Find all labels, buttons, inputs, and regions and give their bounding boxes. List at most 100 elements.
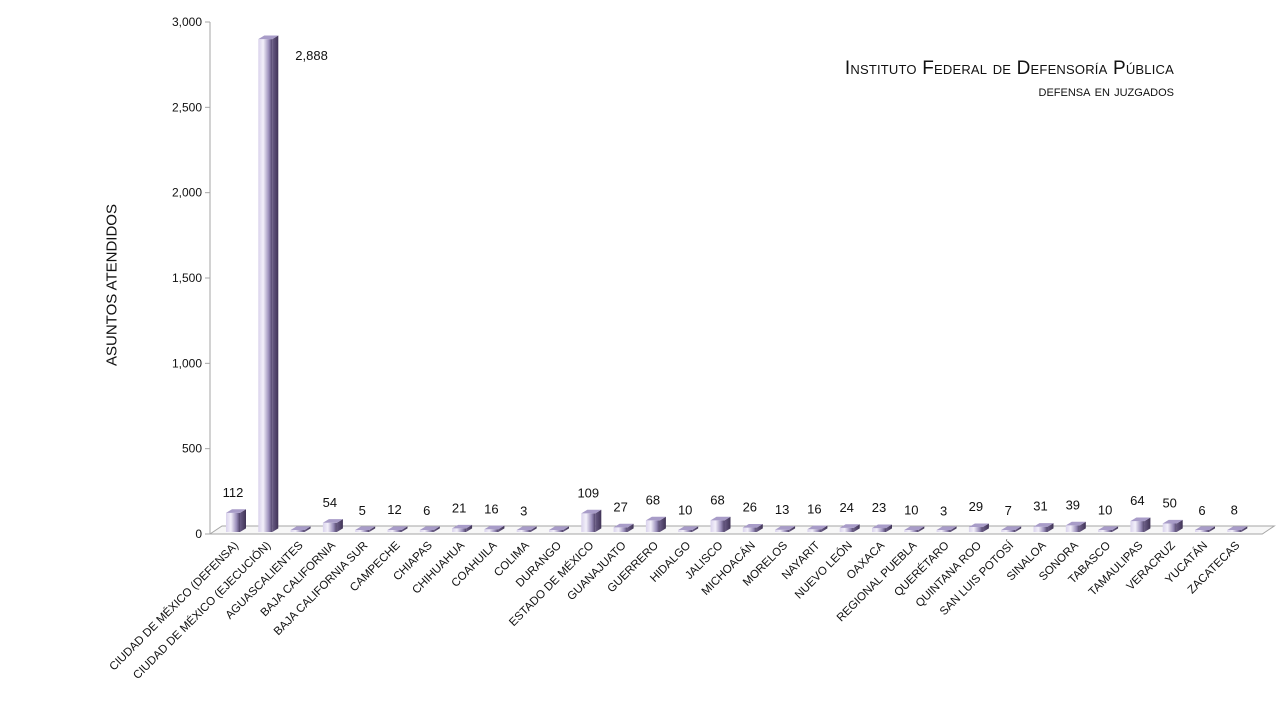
bars-group — [226, 35, 1248, 533]
bar-front — [645, 520, 660, 532]
bar-top — [419, 526, 440, 530]
y-tick-label: 2,000 — [172, 186, 202, 200]
bar-27 — [1098, 526, 1119, 532]
category-label: NUEVO LEÓN — [792, 539, 855, 602]
bar-top — [645, 516, 666, 521]
category-label: QUERÉTARO — [892, 539, 952, 599]
bar-17 — [775, 526, 796, 532]
data-label: 24 — [839, 500, 853, 515]
data-label: 27 — [613, 499, 627, 514]
y-tick-label: 0 — [195, 527, 202, 541]
bar-front — [775, 529, 790, 532]
bar-front — [1130, 521, 1145, 532]
bar-14 — [678, 526, 699, 532]
bar-front — [226, 512, 240, 532]
bar-side — [498, 525, 505, 532]
bar-3 — [322, 519, 343, 532]
axes-group: 0 500 1,000 1,500 2,000 2,500 3,000 — [172, 15, 1276, 541]
bar-top — [936, 526, 957, 530]
bar-side — [304, 526, 311, 532]
chart-title: Instituto Federal de Defensoría Pública — [845, 58, 1174, 80]
bar-top — [452, 524, 473, 529]
bar-5 — [387, 526, 408, 532]
bar-front — [1195, 530, 1209, 532]
bar-side — [563, 526, 569, 532]
bar-26 — [1065, 521, 1086, 532]
bar-23 — [968, 523, 989, 532]
bar-21 — [904, 526, 925, 532]
y-tick-label: 3,000 — [172, 15, 202, 29]
data-label: 23 — [872, 500, 886, 515]
bar-front — [968, 527, 983, 532]
bar-24 — [1001, 526, 1022, 532]
bar-front — [1001, 530, 1016, 532]
bar-front — [1033, 526, 1048, 532]
bar-side — [401, 526, 408, 532]
bar-top — [1162, 519, 1183, 524]
bar-side — [1112, 526, 1119, 532]
bar-side — [240, 509, 246, 532]
bar-top — [226, 509, 246, 513]
data-label: 10 — [1098, 502, 1112, 517]
bar-top — [742, 523, 763, 528]
bar-side — [1144, 517, 1151, 532]
data-label: 21 — [452, 500, 466, 515]
bar-front — [1065, 525, 1080, 532]
bar-top — [387, 526, 408, 530]
bar-20 — [872, 524, 892, 532]
data-label: 26 — [743, 500, 757, 515]
bar-front — [1098, 530, 1113, 532]
bar-side — [950, 526, 957, 532]
bar-18 — [807, 525, 828, 532]
bar-2 — [290, 526, 311, 532]
bar-top — [1065, 521, 1086, 526]
bar-7 — [452, 524, 473, 532]
data-label: 8 — [1231, 503, 1238, 518]
data-label: 68 — [646, 492, 660, 507]
bar-front — [290, 530, 305, 532]
bar-front — [613, 527, 628, 532]
bar-8 — [484, 525, 505, 532]
bar-front — [904, 530, 919, 532]
bar-top — [322, 519, 343, 523]
bar-1 — [258, 35, 279, 533]
bar-front — [1162, 523, 1177, 532]
bar-side — [1209, 526, 1215, 532]
bar-front — [549, 530, 563, 532]
bar-top — [904, 526, 925, 530]
bar-top — [258, 35, 279, 40]
bar-front — [872, 528, 886, 532]
data-label: 64 — [1130, 493, 1144, 508]
bar-22 — [936, 526, 957, 532]
data-label: 109 — [577, 485, 599, 500]
bar-15 — [710, 516, 731, 532]
data-label: 10 — [904, 502, 918, 517]
bar-top — [1227, 526, 1248, 530]
data-label: 68 — [710, 492, 724, 507]
bar-side — [369, 526, 376, 532]
data-label: 3 — [940, 503, 947, 518]
bar-top — [549, 526, 569, 530]
bar-top — [290, 526, 311, 530]
y-tick-label: 1,000 — [172, 356, 202, 370]
bar-side — [627, 523, 634, 532]
bar-top — [1033, 523, 1054, 527]
bar-30 — [1195, 526, 1215, 532]
bar-top — [1001, 526, 1022, 530]
bar-0 — [226, 509, 246, 532]
bar-31 — [1227, 526, 1248, 532]
data-label: 10 — [678, 502, 692, 517]
chart-subtitle: defensa en juzgados — [845, 83, 1174, 100]
data-label: 16 — [807, 501, 821, 516]
chart-title-block: Instituto Federal de Defensoría Pública … — [845, 58, 1174, 100]
bar-side — [1015, 526, 1022, 532]
data-label: 54 — [323, 495, 337, 510]
category-label: CIUDAD DE MÉXICO (EJECUCIÓN) — [130, 539, 273, 682]
data-label: 6 — [1198, 503, 1205, 518]
bar-front — [419, 530, 434, 532]
bar-top — [484, 525, 505, 530]
bar-front — [484, 529, 499, 532]
y-tick-label: 1,500 — [172, 271, 202, 285]
bar-front — [581, 513, 596, 532]
